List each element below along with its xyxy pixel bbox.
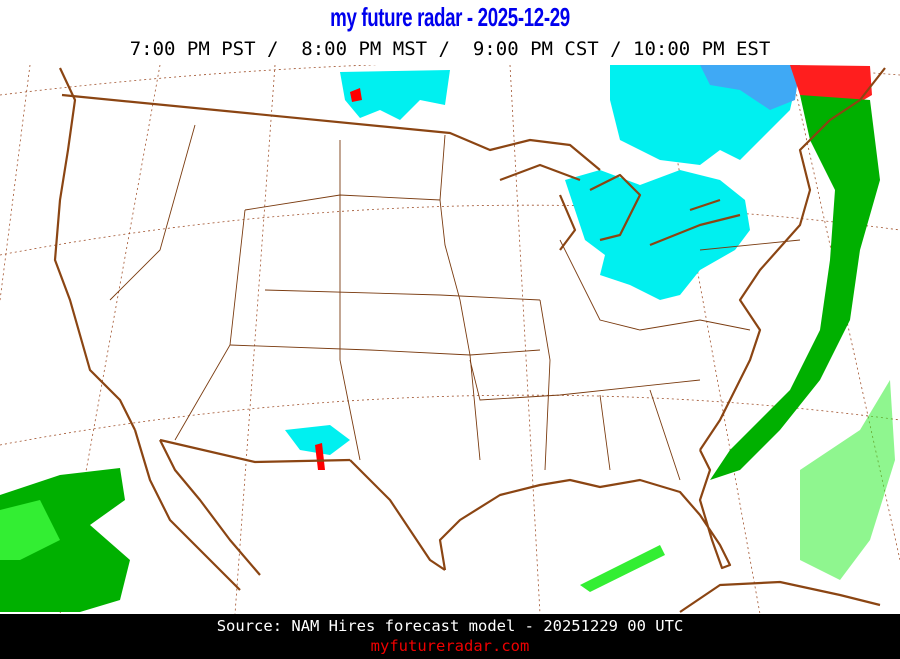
source-text: Source: NAM Hires forecast model - 20251… bbox=[216, 617, 684, 635]
baja-coast bbox=[133, 429, 261, 591]
rain-area-gulf bbox=[580, 545, 665, 592]
radar-map bbox=[0, 65, 900, 614]
footer-bar: Source: NAM Hires forecast model - 20251… bbox=[0, 614, 900, 659]
longitude-line bbox=[659, 65, 761, 614]
snow-area-northeast-heavy bbox=[700, 65, 800, 110]
gulf-coast bbox=[438, 449, 732, 571]
snow-area-northern-plains bbox=[340, 70, 450, 120]
state-boundaries bbox=[109, 124, 801, 481]
graticule bbox=[0, 65, 900, 614]
rio-grande bbox=[349, 459, 446, 571]
snow-area-new-mexico bbox=[285, 425, 350, 455]
great-lakes bbox=[499, 163, 741, 251]
rain-area-east-coast bbox=[710, 95, 880, 480]
page-title: my future radar - 2025-12-29 bbox=[330, 2, 570, 32]
latitude-line bbox=[0, 204, 900, 256]
canada-border bbox=[61, 93, 601, 171]
cuba-coast bbox=[679, 580, 881, 613]
precipitation bbox=[0, 65, 895, 612]
mexico-border bbox=[159, 438, 351, 464]
east-coast bbox=[699, 67, 886, 451]
site-link[interactable]: myfutureradar.com bbox=[370, 637, 530, 655]
coastline-and-borders bbox=[53, 67, 886, 613]
longitude-line bbox=[509, 65, 541, 614]
longitude-line bbox=[234, 65, 276, 614]
snow-area-great-lakes bbox=[565, 170, 750, 300]
rain-area-offshore bbox=[800, 380, 895, 580]
heavy-area-new-mexico bbox=[315, 443, 325, 470]
rain-area-pacific-light bbox=[0, 500, 60, 560]
heavy-area-northern-plains bbox=[350, 88, 362, 102]
time-zones-line: 7:00 PM PST / 8:00 PM MST / 9:00 PM CST … bbox=[129, 38, 771, 60]
west-coast bbox=[53, 67, 136, 431]
